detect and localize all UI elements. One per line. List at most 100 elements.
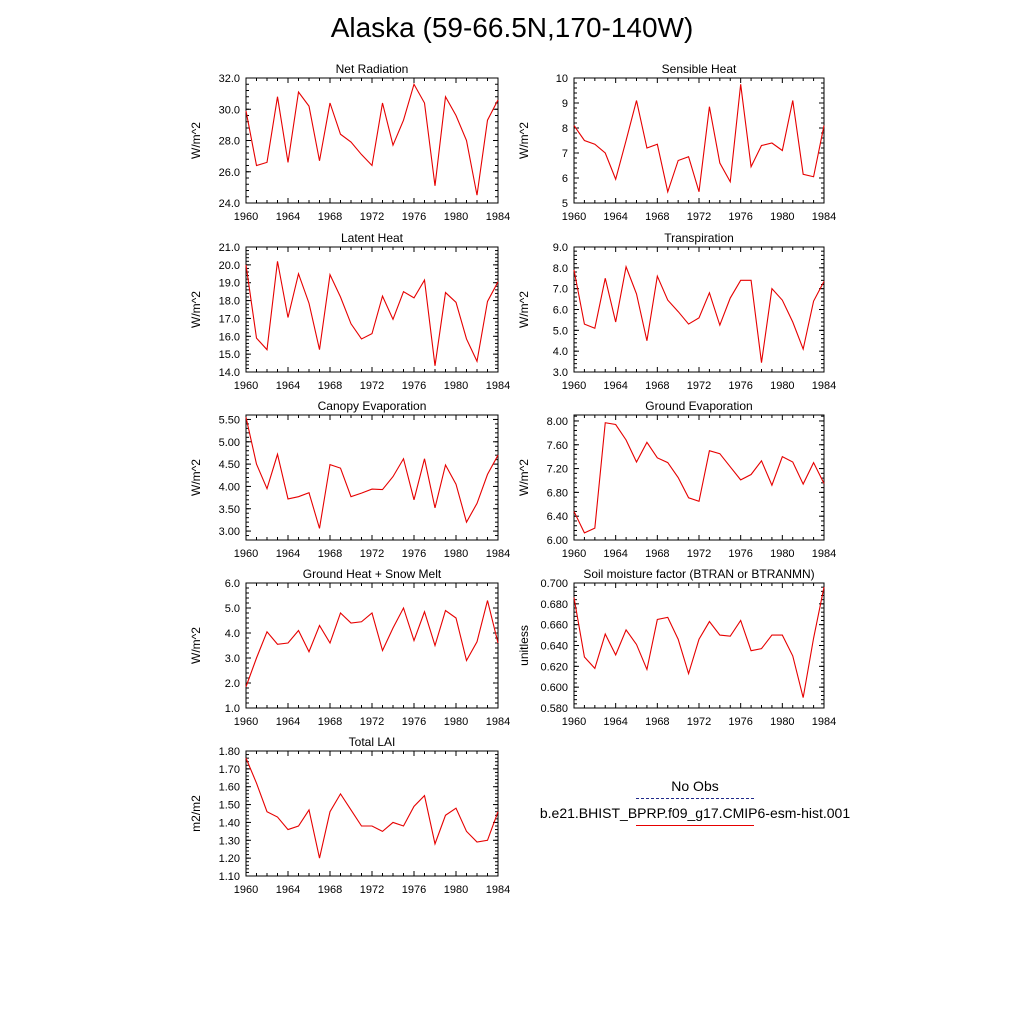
chart-panel: 1960 1964 1968 1972 1976 1980 1984 6.00 6.40 6.80… (517, 399, 836, 560)
x-tick-label: 1960 (234, 884, 258, 896)
y-tick-label: 0.640 (540, 641, 568, 653)
x-tick-label: 1976 (728, 211, 752, 223)
x-tick-label: 1968 (645, 380, 669, 392)
plot-frame (245, 77, 499, 204)
panel-title: Net Radiation (336, 62, 409, 76)
plot-frame (245, 750, 499, 877)
y-tick-label: 7.0 (553, 284, 568, 296)
x-tick-label: 1968 (645, 548, 669, 560)
y-axis-label: W/m^2 (189, 459, 203, 496)
x-tick-label: 1984 (486, 548, 510, 560)
y-tick-label: 15.0 (219, 349, 240, 361)
y-tick-label: 21.0 (219, 242, 240, 254)
y-tick-label: 6 (562, 173, 568, 185)
y-tick-label: 1.20 (219, 853, 240, 865)
series-line (573, 264, 825, 363)
x-tick-label: 1980 (770, 716, 794, 728)
x-tick-label: 1972 (360, 716, 384, 728)
plot-frame (245, 246, 499, 373)
panel-title: Ground Evaporation (645, 399, 752, 413)
y-tick-label: 4.00 (219, 481, 240, 493)
y-tick-label: 24.0 (219, 198, 240, 210)
y-axis-label: W/m^2 (517, 122, 531, 159)
y-tick-label: 5 (562, 198, 568, 210)
page-title: Alaska (59-66.5N,170-140W) (330, 12, 694, 43)
plot-frame (573, 414, 825, 541)
y-tick-label: 5.50 (219, 414, 240, 426)
x-tick-label: 1968 (318, 884, 342, 896)
legend-model-label: b.e21.BHIST_BPRP.f09_g17.CMIP6-esm-hist.… (539, 805, 851, 821)
y-tick-label: 0.600 (540, 682, 568, 694)
x-tick-label: 1960 (234, 548, 258, 560)
y-tick-label: 28.0 (219, 136, 240, 148)
x-tick-label: 1976 (728, 548, 752, 560)
y-tick-label: 19.0 (219, 278, 240, 290)
y-tick-label: 20.0 (219, 260, 240, 272)
y-tick-label: 6.00 (547, 535, 568, 547)
y-tick-label: 5.0 (553, 325, 568, 337)
x-tick-label: 1984 (486, 380, 510, 392)
y-tick-label: 1.80 (219, 746, 240, 758)
series-line (245, 600, 499, 687)
x-tick-label: 1972 (687, 380, 711, 392)
x-tick-label: 1964 (603, 716, 627, 728)
plot-frame (573, 77, 825, 204)
legend: No Obs b.e21.BHIST_BPRP.f09_g17.CMIP6-es… (530, 778, 860, 832)
panel-title: Sensible Heat (662, 62, 737, 76)
series-line (245, 417, 499, 529)
y-tick-label: 18.0 (219, 296, 240, 308)
series-line (573, 587, 825, 698)
x-tick-label: 1984 (486, 884, 510, 896)
x-tick-label: 1976 (728, 380, 752, 392)
x-tick-label: 1980 (770, 548, 794, 560)
x-tick-label: 1964 (603, 380, 627, 392)
x-tick-label: 1968 (318, 716, 342, 728)
y-tick-label: 8 (562, 123, 568, 135)
series-line (245, 757, 499, 859)
x-tick-label: 1964 (276, 211, 300, 223)
x-tick-label: 1960 (562, 380, 586, 392)
y-tick-label: 7.20 (547, 464, 568, 476)
panel-title: Ground Heat + Snow Melt (303, 567, 442, 581)
y-axis-label: W/m^2 (189, 627, 203, 664)
y-tick-label: 9.0 (553, 242, 568, 254)
panel-title: Canopy Evaporation (318, 399, 427, 413)
y-tick-label: 8.00 (547, 416, 568, 428)
y-tick-label: 4.0 (553, 346, 568, 358)
x-tick-label: 1964 (276, 716, 300, 728)
y-tick-label: 1.0 (225, 703, 240, 715)
y-tick-label: 7 (562, 148, 568, 160)
y-tick-label: 8.0 (553, 263, 568, 275)
y-axis-label: W/m^2 (189, 122, 203, 159)
chart-panel: 1960 1964 1968 1972 1976 1980 1984 3.0 4.0 5.0 6.0… (517, 231, 836, 392)
y-tick-label: 4.0 (225, 628, 240, 640)
chart-panel: 1960 1964 1968 1972 1976 1980 1984 14.0 15.0 16.0… (189, 231, 510, 392)
x-tick-label: 1980 (444, 548, 468, 560)
y-tick-label: 1.30 (219, 835, 240, 847)
y-tick-label: 1.50 (219, 800, 240, 812)
y-tick-label: 26.0 (219, 167, 240, 179)
y-tick-label: 30.0 (219, 104, 240, 116)
y-tick-label: 4.50 (219, 459, 240, 471)
y-tick-label: 16.0 (219, 331, 240, 343)
x-tick-label: 1960 (562, 211, 586, 223)
plot-frame (245, 414, 499, 541)
x-tick-label: 1984 (812, 548, 836, 560)
x-tick-label: 1960 (562, 548, 586, 560)
x-tick-label: 1976 (728, 716, 752, 728)
chart-panel: 1960 1964 1968 1972 1976 1980 1984 0.580 0.600 0.… (517, 567, 836, 728)
x-tick-label: 1964 (276, 548, 300, 560)
x-tick-label: 1984 (812, 716, 836, 728)
x-tick-label: 1960 (234, 716, 258, 728)
series-line (245, 261, 499, 366)
y-tick-label: 1.60 (219, 782, 240, 794)
x-tick-label: 1964 (276, 380, 300, 392)
plot-frame (245, 582, 499, 709)
chart-panel: 1960 1964 1968 1972 1976 1980 1984 1.10 1.20 1.30… (189, 735, 510, 896)
y-tick-label: 2.0 (225, 678, 240, 690)
x-tick-label: 1968 (318, 548, 342, 560)
panel-title: Total LAI (349, 735, 396, 749)
x-tick-label: 1968 (645, 211, 669, 223)
y-tick-label: 6.0 (225, 578, 240, 590)
